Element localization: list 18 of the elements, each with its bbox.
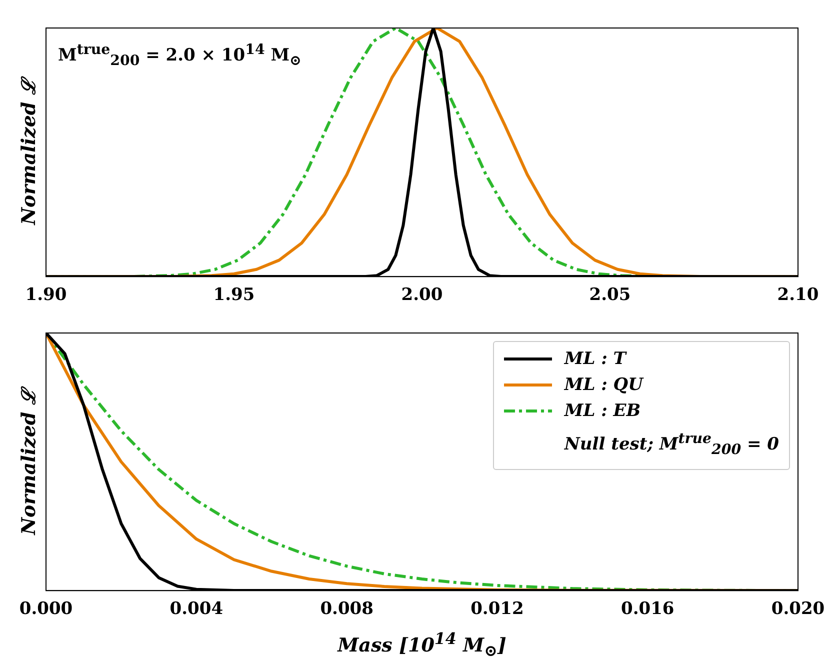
x-tick-label: 0.004	[170, 599, 224, 620]
annotation: M$^{true}$$_{200}$ = 2.0 × 10$^{14}$ M$_{⊙}$	[58, 42, 302, 70]
x-tick-label: 0.008	[320, 599, 374, 620]
x-tick-label: 2.05	[589, 285, 631, 306]
annotation: Null test; M$^{true}$$_{200}$ = 0	[564, 430, 779, 460]
x-tick-label: 0.020	[771, 599, 825, 620]
x-tick-label: 1.90	[25, 285, 67, 306]
x-tick-label: 0.016	[620, 599, 674, 620]
x-tick-label: 0.000	[19, 599, 73, 620]
x-tick-label: 2.10	[777, 285, 819, 306]
x-tick-label: 1.95	[213, 285, 255, 306]
x-tick-label: 0.012	[470, 599, 524, 620]
legend-label: ML : EB	[564, 401, 641, 421]
y-axis-title: Normalized ℒ	[17, 388, 41, 535]
legend-label: ML : QU	[564, 375, 643, 395]
legend-label: ML : T	[564, 349, 626, 369]
x-tick-label: 2.00	[401, 285, 443, 306]
x-axis-title: Mass [10$^{14}$ M$_{⊙}$]	[338, 628, 506, 660]
